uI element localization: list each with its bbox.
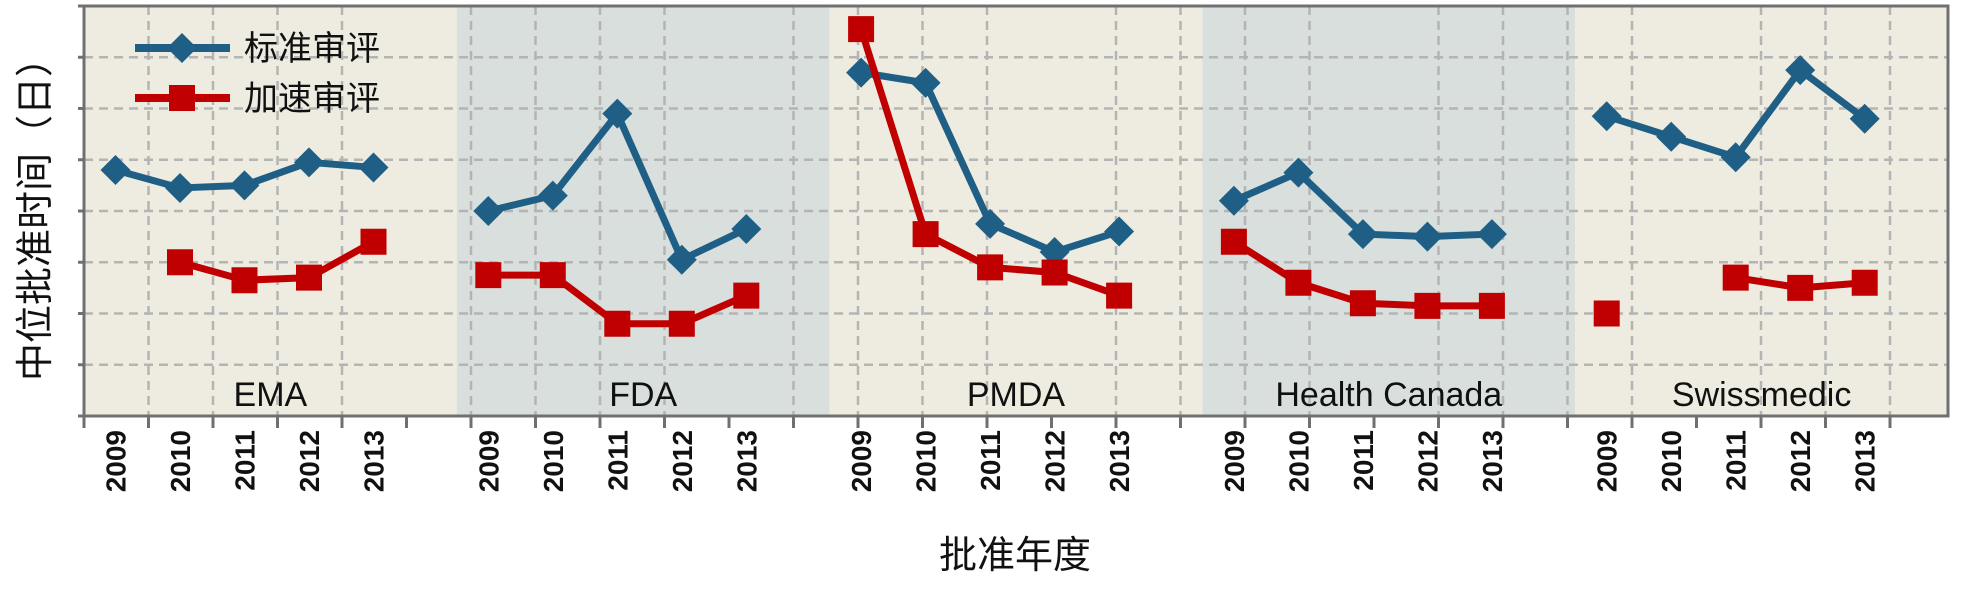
x-tick-label-health-canada-2012: 2012: [1412, 430, 1443, 492]
data-point-swissmedic-standard-2010: [1656, 121, 1687, 152]
data-point-ema-accelerated-2012: [296, 264, 322, 291]
x-tick-label-health-canada-2013: 2013: [1477, 430, 1508, 492]
panel-label-swissmedic: Swissmedic: [1672, 376, 1851, 414]
data-point-fda-accelerated-2010: [539, 262, 566, 289]
data-point-health-canada-standard-2013: [1476, 219, 1507, 250]
data-point-ema-accelerated-2010: [167, 249, 193, 276]
data-point-swissmedic-standard-2013: [1849, 103, 1880, 134]
data-point-swissmedic-accelerated-2011: [1722, 264, 1749, 291]
x-tick-label-ema-2011: 2011: [230, 430, 261, 491]
data-point-ema-standard-2013: [358, 152, 389, 183]
panel-label-fda: FDA: [609, 376, 677, 414]
data-point-swissmedic-standard-2009: [1591, 101, 1622, 132]
data-point-fda-standard-2009: [473, 196, 504, 226]
data-point-health-canada-accelerated-2009: [1220, 228, 1247, 255]
data-point-pmda-standard-2011: [975, 208, 1006, 239]
data-point-swissmedic-standard-2011: [1720, 142, 1751, 173]
data-point-pmda-standard-2009: [846, 57, 877, 88]
data-point-ema-accelerated-2013: [360, 228, 387, 255]
x-tick-label-pmda-2013: 2013: [1104, 430, 1135, 492]
x-tick-label-health-canada-2011: 2011: [1348, 430, 1379, 491]
data-point-ema-standard-2010: [165, 172, 195, 203]
x-tick-label-fda-2009: 2009: [473, 430, 504, 492]
panel-label-pmda: PMDA: [967, 376, 1066, 414]
legend-marker-standard: [167, 33, 197, 63]
data-point-ema-accelerated-2011: [231, 267, 258, 294]
data-point-pmda-accelerated-2010: [912, 221, 939, 248]
data-point-fda-standard-2011: [602, 98, 633, 129]
data-point-health-canada-standard-2012: [1412, 221, 1443, 252]
data-point-ema-standard-2011: [229, 170, 260, 201]
data-point-fda-standard-2013: [731, 213, 762, 244]
data-point-health-canada-standard-2009: [1218, 185, 1249, 216]
legend-label-standard: 标准审评: [244, 29, 380, 69]
data-point-fda-accelerated-2011: [604, 310, 631, 337]
data-point-ema-standard-2012: [294, 147, 324, 178]
y-axis-title: 中位批准时间（日）: [13, 39, 57, 381]
data-point-fda-standard-2012: [666, 244, 697, 275]
data-point-health-canada-standard-2010: [1283, 157, 1314, 188]
x-tick-label-pmda-2010: 2010: [911, 430, 942, 492]
data-point-pmda-standard-2010: [910, 67, 941, 98]
data-point-pmda-accelerated-2011: [977, 254, 1004, 281]
x-tick-label-health-canada-2010: 2010: [1283, 430, 1314, 492]
series-line-ema-accelerated: [179, 238, 376, 284]
legend-marker-accelerated: [169, 85, 195, 111]
x-tick-label-health-canada-2009: 2009: [1219, 430, 1250, 492]
data-point-health-canada-accelerated-2011: [1349, 290, 1376, 317]
x-tick-label-fda-2013: 2013: [731, 430, 762, 492]
x-tick-label-pmda-2011: 2011: [975, 430, 1006, 491]
data-point-health-canada-accelerated-2012: [1414, 292, 1441, 319]
data-point-health-canada-accelerated-2013: [1478, 292, 1505, 319]
x-tick-label-pmda-2012: 2012: [1040, 430, 1071, 492]
x-tick-label-ema-2010: 2010: [165, 430, 196, 492]
data-point-pmda-accelerated-2012: [1041, 259, 1068, 286]
panel-label-ema: EMA: [234, 376, 308, 414]
data-point-fda-accelerated-2013: [733, 282, 760, 309]
data-point-ema-standard-2009: [100, 155, 131, 185]
x-tick-label-swissmedic-2012: 2012: [1785, 430, 1816, 492]
data-point-fda-standard-2010: [537, 180, 568, 211]
x-tick-label-ema-2013: 2013: [359, 430, 390, 492]
x-tick-label-swissmedic-2011: 2011: [1721, 430, 1752, 491]
data-point-health-canada-accelerated-2010: [1285, 269, 1312, 296]
data-point-swissmedic-accelerated-2013: [1851, 269, 1878, 296]
legend-label-accelerated: 加速审评: [244, 79, 380, 119]
x-tick-label-fda-2012: 2012: [667, 430, 698, 492]
x-tick-label-fda-2010: 2010: [538, 430, 569, 492]
data-point-pmda-accelerated-2013: [1106, 282, 1133, 309]
data-point-swissmedic-standard-2012: [1785, 55, 1816, 86]
data-point-swissmedic-accelerated-2009: [1593, 300, 1620, 327]
data-point-swissmedic-accelerated-2012: [1787, 274, 1814, 301]
axes: [78, 4, 1950, 428]
data-point-fda-accelerated-2009: [475, 262, 502, 289]
data-point-pmda-standard-2013: [1104, 216, 1135, 247]
x-tick-label-swissmedic-2010: 2010: [1656, 430, 1687, 492]
panel-label-health-canada: Health Canada: [1275, 376, 1502, 414]
x-tick-label-pmda-2009: 2009: [846, 430, 877, 492]
x-tick-label-fda-2011: 2011: [602, 430, 633, 491]
data-point-health-canada-standard-2011: [1347, 219, 1378, 250]
data-point-pmda-accelerated-2009: [848, 16, 875, 43]
x-tick-label-swissmedic-2013: 2013: [1850, 430, 1881, 492]
x-axis-title: 批准年度: [939, 533, 1091, 577]
label-layer: 2009 2010 2011 2012 2013 EMA 2009 2010 2011 2012 2…: [101, 376, 1881, 492]
series-layer: [100, 16, 1880, 337]
data-point-fda-accelerated-2012: [668, 310, 695, 337]
x-tick-label-ema-2009: 2009: [101, 430, 132, 492]
x-tick-label-swissmedic-2009: 2009: [1592, 430, 1623, 492]
x-tick-label-ema-2012: 2012: [294, 430, 325, 492]
